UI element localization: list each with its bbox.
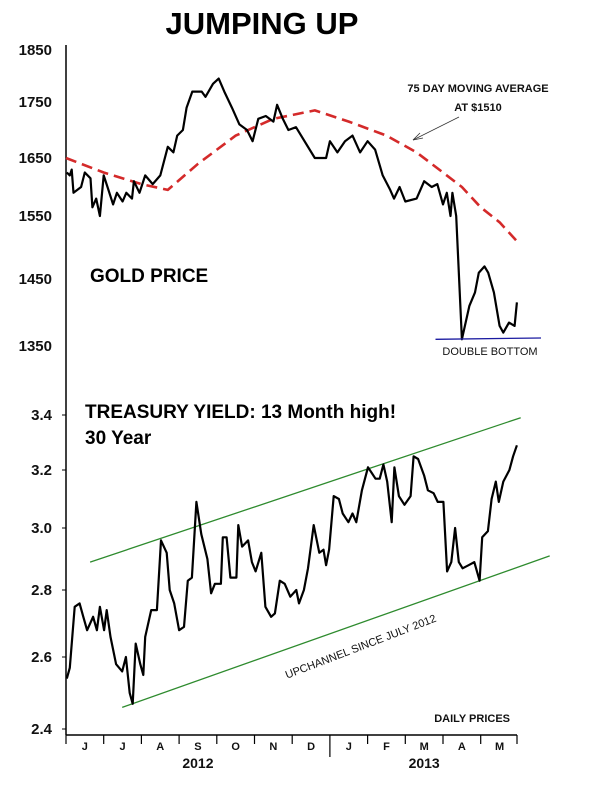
- year-label: 2012: [182, 755, 213, 771]
- x-tick-label: S: [194, 741, 201, 753]
- ma-annotation-value: AT $1510: [454, 102, 502, 114]
- chart-title: JUMPING UP: [166, 6, 359, 41]
- double-bottom-line: [435, 337, 542, 340]
- x-tick-label: N: [269, 741, 277, 753]
- lower-channel-line: [121, 555, 550, 709]
- x-tick-label: J: [119, 741, 125, 753]
- treasury-yield-line: [65, 444, 518, 705]
- ma-annotation: 75 DAY MOVING AVERAGE: [407, 83, 548, 95]
- double-bottom-label: DOUBLE BOTTOM: [442, 346, 537, 358]
- yield-y-tick-label: 3.0: [31, 520, 52, 537]
- gold-y-tick-label: 1850: [19, 42, 52, 59]
- x-tick-label: A: [156, 741, 164, 753]
- gold-y-tick-label: 1550: [19, 208, 52, 225]
- x-tick-label: M: [420, 741, 429, 753]
- daily-prices-label: DAILY PRICES: [434, 713, 510, 725]
- x-tick-label: A: [458, 741, 466, 753]
- gold-y-tick-label: 1650: [19, 150, 52, 167]
- yield-subtitle: 30 Year: [85, 428, 152, 449]
- annotation-arrow: [412, 116, 460, 141]
- gold-price-line: [66, 77, 518, 341]
- yield-y-tick-label: 2.6: [31, 649, 52, 666]
- gold-price-label: GOLD PRICE: [90, 266, 208, 287]
- x-tick-label: J: [346, 741, 352, 753]
- upper-channel-line: [89, 417, 521, 563]
- yield-y-tick-label: 2.8: [31, 582, 52, 599]
- yield-y-tick-label: 3.4: [31, 407, 53, 424]
- x-tick-label: M: [495, 741, 504, 753]
- yield-y-tick-label: 2.4: [31, 721, 53, 738]
- yield-title: TREASURY YIELD: 13 Month high!: [85, 402, 396, 423]
- yield-y-tick-label: 3.2: [31, 462, 52, 479]
- moving-average-line: [65, 109, 518, 243]
- x-tick-label: F: [383, 741, 390, 753]
- x-tick-label: O: [231, 741, 240, 753]
- gold-y-tick-label: 1350: [19, 338, 52, 355]
- gold-y-tick-label: 1750: [19, 94, 52, 111]
- gold-y-tick-label: 1450: [19, 271, 52, 288]
- x-tick-label: J: [82, 741, 88, 753]
- year-label: 2013: [409, 755, 440, 771]
- x-tick-label: D: [307, 741, 315, 753]
